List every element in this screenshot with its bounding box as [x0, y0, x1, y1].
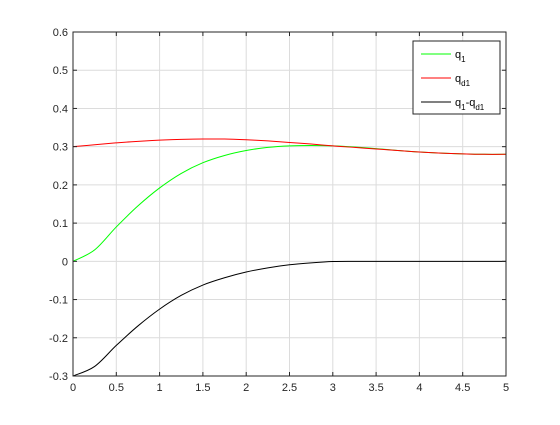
legend-label-q1-qd1: q1-qd1: [455, 97, 485, 112]
y-tick-label: 0.5: [53, 65, 68, 77]
y-tick-label: 0.1: [53, 218, 68, 230]
y-tick-label: -0.2: [49, 333, 68, 345]
legend-label-q1: q1: [455, 49, 466, 64]
x-tick-label: 3.5: [368, 382, 383, 394]
x-tick-label: 0: [70, 382, 76, 394]
y-tick-label: 0.6: [53, 27, 68, 39]
y-tick-label: 0: [62, 256, 68, 268]
x-tick-label: 1.5: [195, 382, 210, 394]
x-tick-label: 4: [416, 382, 422, 394]
y-tick-label: -0.1: [49, 295, 68, 307]
x-tick-label: 0.5: [109, 382, 124, 394]
y-tick-label: -0.3: [49, 371, 68, 383]
x-tick-label: 2: [243, 382, 249, 394]
y-tick-label: 0.2: [53, 180, 68, 192]
series-line-q1-qd1: [72, 260, 506, 377]
y-tick-label: 0.3: [53, 142, 68, 154]
x-tick-label: 1: [157, 382, 163, 394]
x-tick-label: 2.5: [282, 382, 297, 394]
x-tick-label: 3: [330, 382, 336, 394]
x-tick-label: 4.5: [455, 382, 470, 394]
x-tick-label: 5: [503, 382, 509, 394]
legend-label-qd1: qd1: [455, 73, 471, 88]
series-line-qd1: [72, 138, 507, 155]
y-tick-label: 0.4: [53, 103, 68, 115]
